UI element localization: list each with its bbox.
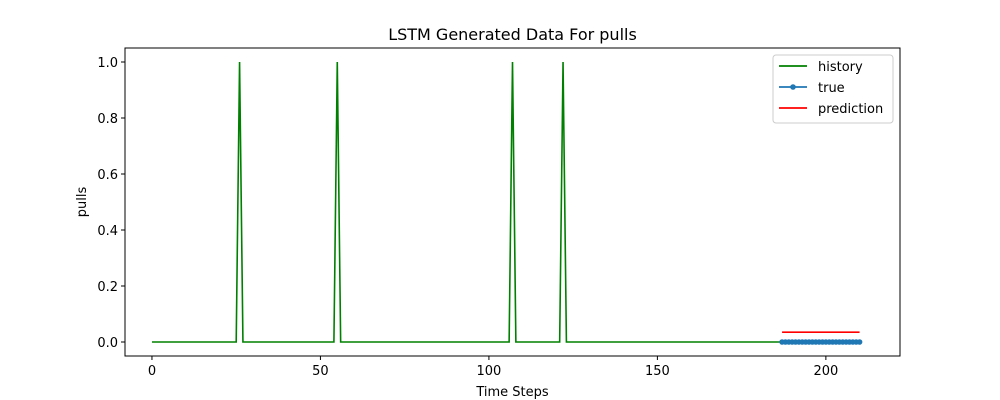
y-tick-label: 0.4 bbox=[97, 224, 118, 239]
y-tick-label: 0.2 bbox=[97, 280, 118, 295]
x-axis-label: Time Steps bbox=[475, 385, 549, 400]
series-layer bbox=[151, 61, 863, 345]
legend: history true prediction bbox=[772, 54, 894, 124]
legend-history-label: history bbox=[818, 60, 863, 75]
chart-title: LSTM Generated Data For pulls bbox=[388, 25, 637, 44]
y-axis-ticks: 0.0 0.2 0.4 0.6 0.8 1.0 bbox=[97, 56, 125, 351]
series-history-line bbox=[151, 61, 783, 343]
legend-true-marker bbox=[790, 84, 796, 90]
y-tick-label: 0.8 bbox=[97, 112, 118, 127]
legend-prediction-label: prediction bbox=[818, 102, 883, 117]
x-tick-label: 50 bbox=[312, 364, 329, 379]
x-tick-label: 200 bbox=[813, 364, 838, 379]
x-axis-ticks: 0 50 100 150 200 bbox=[148, 356, 838, 379]
x-tick-label: 0 bbox=[148, 364, 156, 379]
legend-box bbox=[772, 54, 894, 124]
y-tick-label: 1.0 bbox=[97, 56, 118, 71]
x-tick-label: 150 bbox=[645, 364, 670, 379]
plot-area: 0 50 100 150 200 0.0 0.2 0.4 0.6 0.8 1.0 bbox=[97, 47, 901, 379]
x-tick-label: 100 bbox=[476, 364, 501, 379]
y-axis-label: pulls bbox=[75, 187, 90, 218]
series-true-point bbox=[856, 339, 863, 345]
y-tick-label: 0.6 bbox=[97, 168, 118, 183]
y-tick-label: 0.0 bbox=[97, 336, 118, 351]
legend-true-label: true bbox=[818, 81, 845, 96]
